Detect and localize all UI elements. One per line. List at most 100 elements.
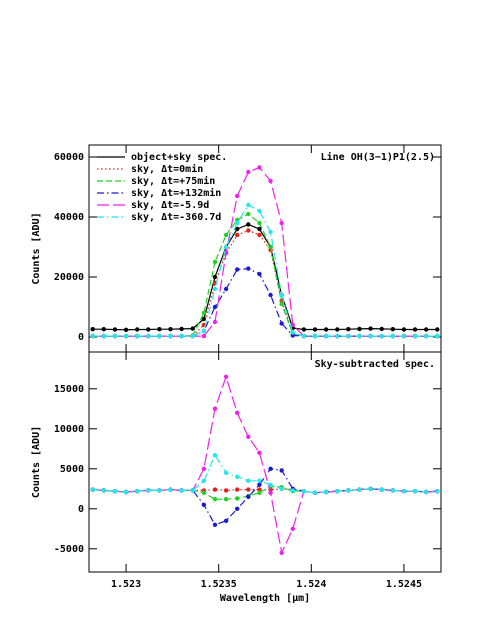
data-point — [134, 333, 140, 339]
data-point — [157, 327, 162, 332]
legend-label: object+sky spec. — [131, 151, 227, 163]
data-point — [146, 488, 151, 493]
x-tick-label: 1.5235 — [201, 579, 237, 590]
data-point — [312, 333, 318, 339]
data-point — [257, 208, 262, 214]
legend-label: sky, Δt=+132min — [131, 187, 221, 199]
data-point — [301, 327, 307, 332]
y-tick-label: 20000 — [54, 272, 84, 283]
data-point — [268, 490, 273, 495]
data-point — [157, 488, 162, 493]
data-point — [390, 327, 396, 332]
series-line — [92, 468, 438, 526]
data-point — [246, 494, 251, 499]
data-point — [401, 333, 407, 339]
data-point — [212, 319, 218, 325]
y-tick-label: 60000 — [54, 152, 84, 163]
data-point — [357, 333, 362, 339]
data-point — [112, 327, 118, 332]
data-point — [212, 497, 218, 502]
data-point — [123, 489, 129, 495]
data-point — [357, 326, 362, 332]
data-point — [423, 489, 429, 495]
data-point — [235, 474, 240, 479]
data-point — [335, 333, 340, 339]
data-point — [279, 550, 284, 555]
data-point — [368, 326, 373, 331]
data-point — [268, 482, 273, 487]
data-point — [179, 326, 184, 332]
data-point — [412, 327, 418, 332]
data-point — [257, 232, 262, 238]
data-point — [235, 267, 240, 272]
data-point — [168, 333, 173, 339]
data-point — [401, 327, 407, 332]
y-tick-label: -5000 — [54, 544, 84, 555]
y-tick-label: 0 — [78, 332, 84, 343]
data-point — [257, 450, 262, 455]
data-point — [212, 522, 218, 527]
series-line — [92, 213, 438, 337]
data-point — [279, 468, 284, 473]
x-tick-label: 1.523 — [111, 579, 141, 590]
data-point — [212, 304, 218, 310]
data-point — [279, 486, 284, 491]
data-point — [223, 518, 229, 523]
data-point — [168, 327, 173, 332]
data-point — [346, 333, 351, 339]
data-point — [279, 301, 284, 307]
data-point — [435, 333, 440, 339]
data-point — [123, 327, 129, 332]
data-point — [235, 232, 240, 238]
data-point — [268, 292, 273, 298]
data-point — [246, 487, 251, 492]
data-point — [212, 259, 218, 265]
data-point — [235, 506, 240, 511]
data-point — [290, 488, 295, 493]
series-line — [92, 374, 438, 555]
data-point — [123, 333, 129, 339]
data-point — [257, 271, 262, 277]
data-point — [134, 327, 140, 332]
data-point — [235, 487, 240, 492]
data-point — [246, 202, 251, 208]
data-point — [368, 486, 373, 491]
data-point — [390, 333, 396, 339]
y-tick-label: 5000 — [60, 464, 84, 475]
data-point — [268, 178, 273, 184]
data-point — [435, 327, 440, 332]
data-point — [412, 489, 418, 494]
data-point — [101, 327, 107, 332]
data-point — [201, 490, 207, 495]
y-tick-label: 10000 — [54, 424, 84, 435]
data-point — [301, 333, 307, 339]
data-point — [179, 488, 184, 493]
legend-label: sky, Δt=+75min — [131, 175, 215, 187]
data-point — [435, 489, 440, 494]
data-point — [323, 333, 329, 339]
data-point — [312, 490, 318, 495]
data-point — [112, 333, 118, 339]
data-point — [257, 487, 262, 492]
data-point — [212, 406, 218, 411]
data-point — [190, 333, 195, 339]
series-line — [92, 204, 438, 337]
x-tick-label: 1.5245 — [386, 579, 422, 590]
data-point — [246, 266, 251, 271]
data-point — [379, 333, 384, 339]
data-point — [268, 466, 273, 471]
y-tick-label: 0 — [78, 504, 84, 515]
data-point — [257, 165, 262, 170]
data-point — [90, 487, 95, 492]
data-point — [257, 490, 262, 495]
y-axis-label: Counts [ADU] — [31, 426, 42, 498]
series-line — [92, 267, 438, 337]
data-point — [268, 229, 273, 235]
data-point — [246, 228, 251, 233]
data-point — [279, 292, 284, 298]
data-point — [279, 321, 284, 326]
data-point — [346, 327, 351, 332]
legend-label: sky, Δt=-360.7d — [131, 212, 221, 223]
data-point — [146, 327, 151, 332]
